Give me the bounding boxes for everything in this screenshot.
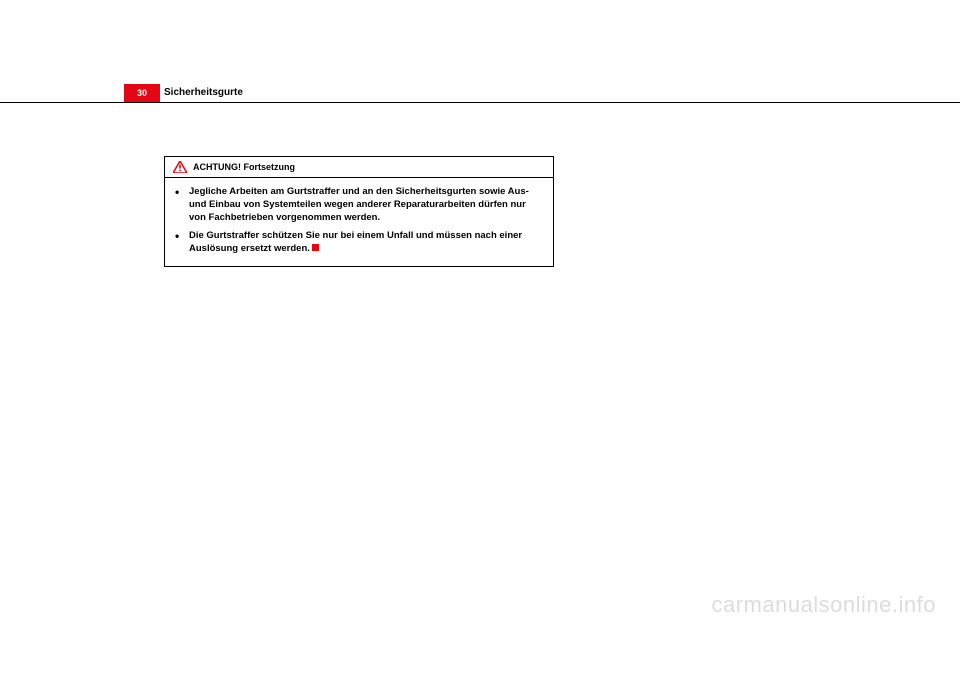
warning-box: ACHTUNG! Fortsetzung Jegliche Arbeiten a… — [164, 156, 554, 267]
content-column: ACHTUNG! Fortsetzung Jegliche Arbeiten a… — [164, 156, 554, 267]
chapter-title: Sicherheitsgurte — [164, 87, 243, 98]
warning-bullet: Jegliche Arbeiten am Gurtstraffer und an… — [175, 186, 543, 224]
warning-title: ACHTUNG! Fortsetzung — [193, 162, 295, 172]
page-header: 30 Sicherheitsgurte — [0, 84, 960, 104]
warning-bullet: Die Gurtstraffer schützen Sie nur bei ei… — [175, 230, 543, 256]
header-rule — [0, 102, 960, 103]
warning-body: Jegliche Arbeiten am Gurtstraffer und an… — [165, 178, 553, 266]
warning-triangle-icon — [173, 161, 187, 173]
page-number: 30 — [137, 88, 147, 98]
warning-bullet-text: Die Gurtstraffer schützen Sie nur bei ei… — [189, 230, 522, 254]
page-number-badge: 30 — [124, 84, 160, 102]
page: 30 Sicherheitsgurte ACHTUNG! Fortsetzung… — [0, 0, 960, 678]
end-marker-icon — [312, 244, 319, 251]
watermark-text: carmanualsonline.info — [711, 592, 936, 618]
warning-header: ACHTUNG! Fortsetzung — [165, 157, 553, 178]
warning-bullet-text: Jegliche Arbeiten am Gurtstraffer und an… — [189, 186, 529, 223]
